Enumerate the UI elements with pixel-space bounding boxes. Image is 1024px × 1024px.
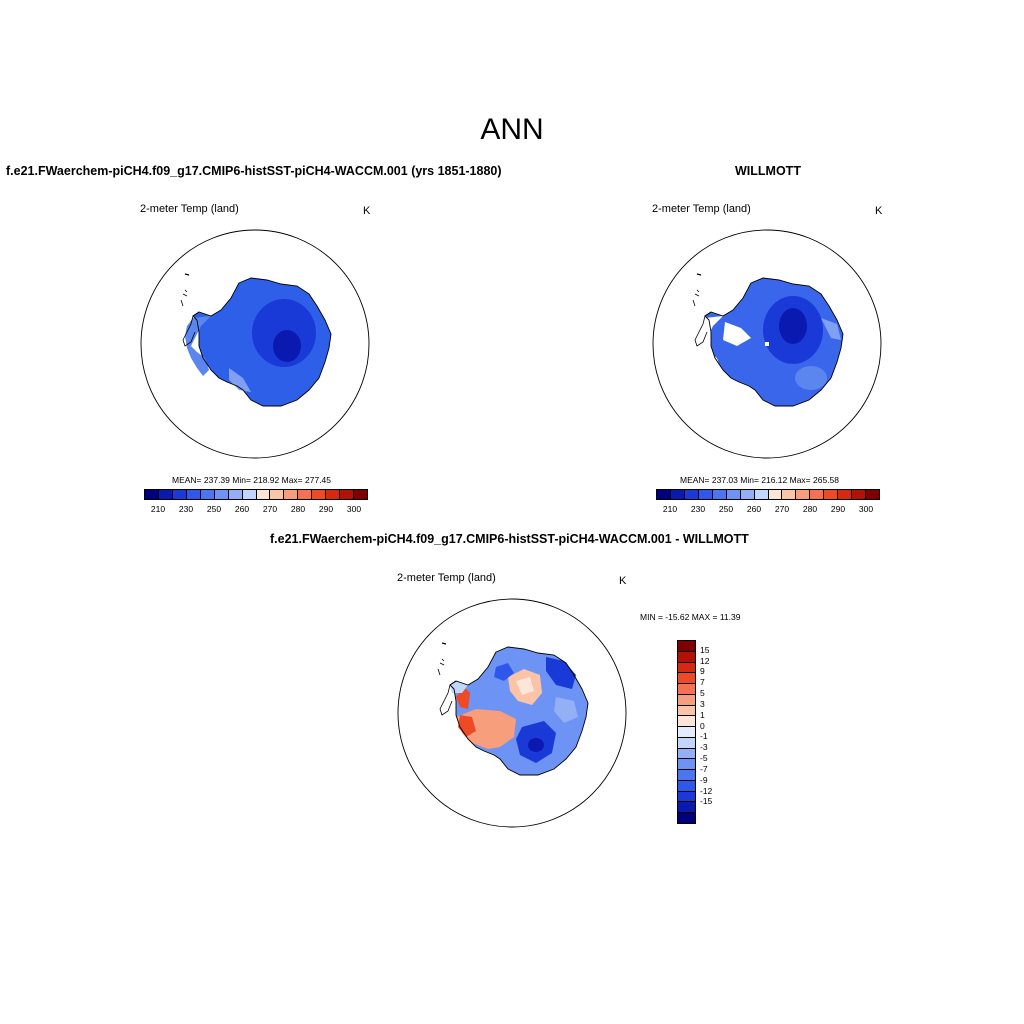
panel2-colorbar-swatch xyxy=(852,490,867,499)
panel3-colorbar-swatch xyxy=(678,705,695,717)
panel2-colorbar-tick-label: 250 xyxy=(718,504,734,514)
panel2-colorbar-swatch xyxy=(712,490,727,499)
panel2-colorbar-tick-label: 280 xyxy=(802,504,818,514)
panel3-colorbar-swatch xyxy=(678,641,695,652)
panel3-colorbar-swatch xyxy=(678,694,695,706)
panel1-colorbar-tick-label: 290 xyxy=(318,504,334,514)
panel2-colorbar-swatch xyxy=(810,490,825,499)
panel1-colorbar-tick-label: 270 xyxy=(262,504,278,514)
panel1-variable-label: 2-meter Temp (land) xyxy=(140,203,239,215)
panel2-colorbar-tick-label: 260 xyxy=(746,504,762,514)
panel1-colorbar-tick-label: 260 xyxy=(234,504,250,514)
panel3-colorbar-swatch xyxy=(678,802,695,814)
panel3-colorbar-tick-label: -1 xyxy=(700,731,708,742)
panel2-colorbar-tick-label: 230 xyxy=(690,504,706,514)
panel3-stats: MIN = -15.62 MAX = 11.39 xyxy=(640,612,741,622)
panel1-colorbar-swatch xyxy=(326,490,341,499)
panel3-colorbar-tick-label: 12 xyxy=(700,655,710,666)
panel2-colorbar-swatch xyxy=(657,490,671,499)
panel3-colorbar-tick-label: -12 xyxy=(700,785,713,796)
panel1-colorbar-swatch xyxy=(340,490,355,499)
panel2-units-label: K xyxy=(875,205,883,217)
panel2-colorbar xyxy=(656,489,880,500)
figure-title: ANN xyxy=(480,113,544,146)
panel1-units-label: K xyxy=(363,205,371,217)
panel1-colorbar-swatch xyxy=(354,490,367,499)
panel1-colorbar xyxy=(144,489,368,500)
panel2-variable-label: 2-meter Temp (land) xyxy=(652,203,751,215)
panel3-colorbar-swatch xyxy=(678,770,695,781)
panel3-colorbar-tick-label: 1 xyxy=(700,709,705,720)
panel3-colorbar-swatch xyxy=(678,673,695,685)
panel2-colorbar-swatch xyxy=(698,490,713,499)
panel1-colorbar-swatch xyxy=(172,490,187,499)
panel1-colorbar-tick-label: 210 xyxy=(150,504,166,514)
panel1-stats: MEAN= 237.39 Min= 218.92 Max= 277.45 xyxy=(172,475,332,485)
panel3-colorbar-swatch xyxy=(678,651,695,663)
panel1-colorbar-swatch xyxy=(298,490,313,499)
panel1-colorbar-tick-label: 230 xyxy=(178,504,194,514)
panel1-colorbar-swatch xyxy=(312,490,327,499)
panel3-units-label: K xyxy=(619,575,627,587)
panel3-colorbar-tick-label: -9 xyxy=(700,774,708,785)
panel2-colorbar-tick-label: 270 xyxy=(774,504,790,514)
panel3-title: f.e21.FWaerchem-piCH4.f09_g17.CMIP6-hist… xyxy=(270,532,749,546)
panel3-colorbar-tick-label: 15 xyxy=(700,644,710,655)
panel3-colorbar-swatch xyxy=(678,748,695,760)
panel1-title: f.e21.FWaerchem-piCH4.f09_g17.CMIP6-hist… xyxy=(6,164,502,178)
panel3-colorbar-swatch xyxy=(678,662,695,674)
panel2-colorbar-swatch xyxy=(866,490,879,499)
panel3-colorbar-tick-label: 5 xyxy=(700,688,705,699)
panel2-colorbar-swatch xyxy=(684,490,699,499)
panel1-antarctica-map xyxy=(140,229,370,459)
panel2-colorbar-swatch xyxy=(726,490,741,499)
panel3-colorbar-swatch xyxy=(678,716,695,728)
panel2-colorbar-swatch xyxy=(754,490,769,499)
panel3-colorbar-swatch xyxy=(678,684,695,695)
panel1-colorbar-swatch xyxy=(228,490,243,499)
panel3-colorbar-swatch xyxy=(678,727,695,738)
panel3-colorbar-swatch xyxy=(678,780,695,792)
panel1-colorbar-tick-label: 300 xyxy=(346,504,362,514)
panel2-colorbar-swatch xyxy=(768,490,783,499)
panel3-colorbar-swatch xyxy=(678,737,695,749)
panel1-colorbar-swatch xyxy=(242,490,257,499)
panel1-colorbar-swatch xyxy=(200,490,215,499)
panel3-colorbar-swatch xyxy=(678,813,695,824)
panel1-colorbar-swatch xyxy=(214,490,229,499)
panel3-colorbar-tick-label: -5 xyxy=(700,753,708,764)
panel3-colorbar-tick-label: 9 xyxy=(700,666,705,677)
panel3-colorbar-tick-label: 7 xyxy=(700,677,705,688)
panel3-colorbar-tick-label: 0 xyxy=(700,720,705,731)
panel2-stats: MEAN= 237.03 Min= 216.12 Max= 265.58 xyxy=(680,475,840,485)
panel1-colorbar-swatch xyxy=(145,490,159,499)
panel1-colorbar-swatch xyxy=(158,490,173,499)
panel3-colorbar-tick-label: 3 xyxy=(700,698,705,709)
panel1-colorbar-swatch xyxy=(186,490,201,499)
panel3-colorbar xyxy=(677,640,696,824)
panel3-colorbar-tick-label: -15 xyxy=(700,796,713,807)
panel2-colorbar-tick-label: 300 xyxy=(858,504,874,514)
panel2-antarctica-map xyxy=(652,229,882,459)
panel2-colorbar-tick-label: 210 xyxy=(662,504,678,514)
panel1-colorbar-swatch xyxy=(270,490,285,499)
panel1-colorbar-tick-label: 280 xyxy=(290,504,306,514)
panel2-colorbar-swatch xyxy=(782,490,797,499)
panel2-colorbar-swatch xyxy=(796,490,811,499)
panel3-colorbar-tick-label: -3 xyxy=(700,742,708,753)
panel3-colorbar-swatch xyxy=(678,759,695,771)
panel3-colorbar-swatch xyxy=(678,791,695,803)
panel2-colorbar-swatch xyxy=(670,490,685,499)
panel2-colorbar-swatch xyxy=(838,490,853,499)
panel2-colorbar-swatch xyxy=(824,490,839,499)
panel2-colorbar-swatch xyxy=(740,490,755,499)
panel1-colorbar-tick-label: 250 xyxy=(206,504,222,514)
panel3-colorbar-tick-label: -7 xyxy=(700,763,708,774)
panel3-variable-label: 2-meter Temp (land) xyxy=(397,572,496,584)
panel2-colorbar-tick-label: 290 xyxy=(830,504,846,514)
panel1-colorbar-swatch xyxy=(256,490,271,499)
panel3-antarctica-difference-map xyxy=(397,598,627,828)
panel2-title: WILLMOTT xyxy=(735,164,801,178)
panel1-colorbar-swatch xyxy=(284,490,299,499)
